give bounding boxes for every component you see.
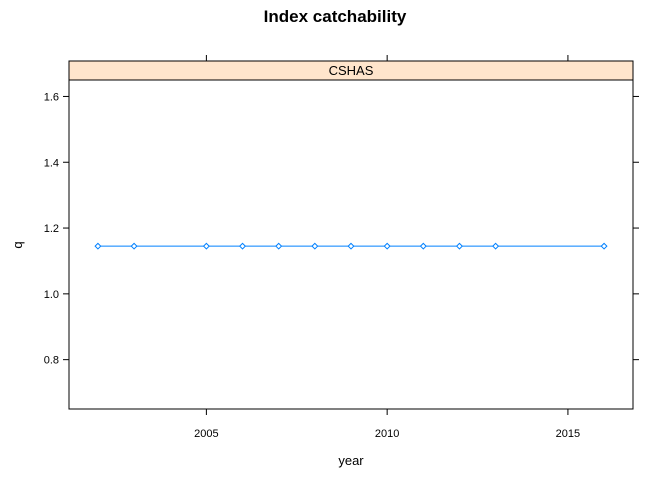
- data-point: [94, 242, 102, 250]
- y-axis-label: q: [10, 241, 25, 248]
- data-point: [130, 242, 138, 250]
- data-point: [419, 242, 427, 250]
- x-axis-label: year: [338, 453, 364, 468]
- y-tick-label: 1.2: [44, 223, 59, 235]
- data-point: [600, 242, 608, 250]
- axes: 2005 2010 2015 0.8 1.0 1.2 1.4 1.6: [44, 55, 639, 440]
- chart-title: Index catchability: [264, 7, 407, 26]
- plot-panel: [68, 79, 634, 410]
- y-tick-label: 1.4: [44, 157, 59, 169]
- y-tick-label: 0.8: [44, 355, 59, 367]
- data-point: [347, 242, 355, 250]
- y-tick-label: 1.6: [44, 91, 59, 103]
- panel-strip-label: CSHAS: [329, 63, 374, 78]
- data-point: [383, 242, 391, 250]
- data-point: [455, 242, 463, 250]
- x-tick-label: 2005: [194, 428, 218, 440]
- x-tick-label: 2010: [375, 428, 399, 440]
- data-point: [492, 242, 500, 250]
- data-point: [239, 242, 247, 250]
- series-layer: [94, 242, 608, 250]
- y-tick-label: 1.0: [44, 289, 59, 301]
- data-point: [311, 242, 319, 250]
- data-point: [275, 242, 283, 250]
- data-point: [202, 242, 210, 250]
- x-tick-label: 2015: [556, 428, 580, 440]
